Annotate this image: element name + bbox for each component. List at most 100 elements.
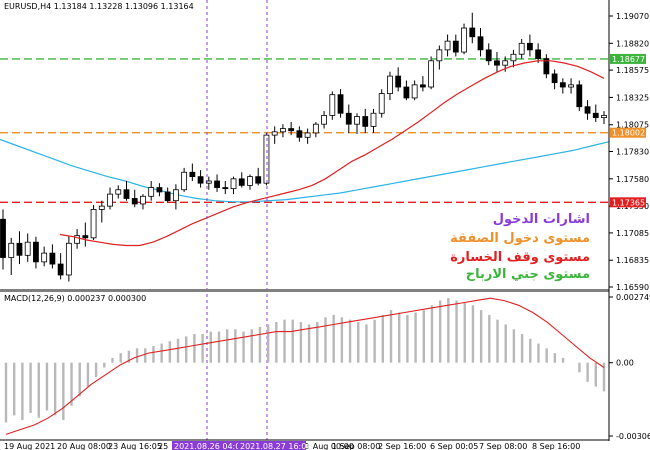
macd-axis[interactable]: 0.002749 0.00 -0.003066 (609, 293, 650, 441)
candle[interactable] (411, 80, 418, 101)
candle[interactable] (164, 187, 171, 203)
candle-body-up (601, 115, 607, 119)
candle[interactable] (156, 183, 163, 197)
candle[interactable] (247, 174, 253, 190)
candle[interactable] (304, 128, 311, 144)
price-pane[interactable] (0, 0, 610, 440)
candle[interactable] (527, 34, 533, 57)
candle[interactable] (337, 89, 344, 118)
candle[interactable] (41, 246, 48, 267)
candle[interactable] (33, 236, 39, 269)
candle[interactable] (24, 233, 31, 262)
candle-body-up (378, 93, 385, 114)
time-marker-tag[interactable] (172, 441, 240, 450)
candle[interactable] (172, 184, 179, 210)
candle[interactable] (288, 121, 295, 136)
candle[interactable] (65, 235, 72, 282)
candle-body-up (74, 235, 80, 244)
pane-separator[interactable] (0, 289, 609, 292)
candle[interactable] (140, 194, 146, 210)
candle[interactable] (469, 12, 476, 44)
candle[interactable] (255, 167, 262, 186)
candle[interactable] (82, 222, 89, 247)
stop-loss-tag[interactable] (610, 197, 646, 208)
candle[interactable] (263, 132, 270, 186)
candle[interactable] (419, 76, 426, 92)
candle[interactable] (345, 104, 352, 133)
candle[interactable] (378, 89, 385, 118)
candle[interactable] (559, 78, 566, 94)
candle-body-up (8, 242, 15, 258)
candle-body-down (214, 180, 220, 188)
candle[interactable] (387, 71, 393, 101)
candle[interactable] (461, 23, 467, 55)
time-tick-label: 19 Aug 2021 (4, 442, 55, 450)
candle[interactable] (131, 189, 138, 208)
candle[interactable] (395, 67, 402, 92)
candle[interactable] (197, 170, 204, 188)
candle[interactable] (576, 80, 583, 112)
price-tick-label: 1.17830 (616, 148, 649, 157)
time-marker-tag[interactable] (238, 441, 306, 450)
candle[interactable] (403, 80, 410, 101)
candle[interactable] (74, 229, 80, 249)
candle-body-down (255, 176, 262, 184)
candle-body-up (90, 209, 97, 239)
candle[interactable] (584, 100, 591, 120)
entry-tag[interactable] (610, 127, 646, 138)
candle[interactable] (115, 185, 122, 199)
candle[interactable] (321, 111, 327, 129)
candle-body-down (189, 171, 196, 178)
candle[interactable] (601, 111, 607, 125)
candle-body-up (230, 178, 237, 190)
take-profit-tag[interactable] (610, 53, 646, 64)
candle[interactable] (518, 38, 525, 59)
candle-body-up (354, 116, 360, 125)
candle[interactable] (551, 69, 558, 90)
price-axis[interactable]: 1.19070 1.18820 1.18575 1.18325 1.18075 1.178… (609, 12, 649, 292)
candle[interactable] (181, 167, 188, 192)
candle[interactable] (189, 163, 196, 182)
candle[interactable] (312, 121, 319, 138)
candle[interactable] (592, 104, 599, 122)
candle[interactable] (543, 54, 550, 79)
candle[interactable] (148, 181, 155, 201)
candle[interactable] (0, 209, 6, 270)
candle[interactable] (57, 253, 64, 280)
candle[interactable] (230, 176, 237, 195)
candle[interactable] (428, 56, 435, 90)
candle[interactable] (123, 181, 130, 201)
candle[interactable] (452, 34, 459, 57)
candle[interactable] (362, 108, 369, 133)
candle[interactable] (329, 91, 336, 120)
candle[interactable] (568, 78, 574, 94)
fast-moving-average (59, 60, 605, 247)
candle[interactable] (485, 43, 492, 66)
candle[interactable] (296, 126, 303, 142)
candle-body-down (485, 49, 492, 62)
candle[interactable] (90, 205, 97, 241)
macd-pane[interactable] (4, 297, 606, 435)
candle[interactable] (494, 52, 500, 72)
candle[interactable] (510, 49, 517, 68)
candle[interactable] (370, 108, 377, 133)
time-marker-label: 2021.08.27 16:00 (240, 442, 311, 450)
candle[interactable] (222, 181, 229, 195)
candle[interactable] (214, 174, 220, 192)
candle[interactable] (49, 244, 56, 269)
candle[interactable] (205, 176, 212, 190)
candle[interactable] (271, 126, 278, 144)
candle[interactable] (477, 28, 484, 57)
candle[interactable] (238, 172, 245, 188)
candle[interactable] (436, 45, 443, 70)
candle[interactable] (444, 34, 451, 57)
candle[interactable] (16, 231, 23, 265)
candle[interactable] (535, 43, 542, 63)
candle[interactable] (98, 200, 105, 223)
candle[interactable] (280, 124, 286, 138)
candle[interactable] (107, 187, 113, 210)
candle[interactable] (8, 237, 15, 275)
candle[interactable] (354, 113, 360, 135)
